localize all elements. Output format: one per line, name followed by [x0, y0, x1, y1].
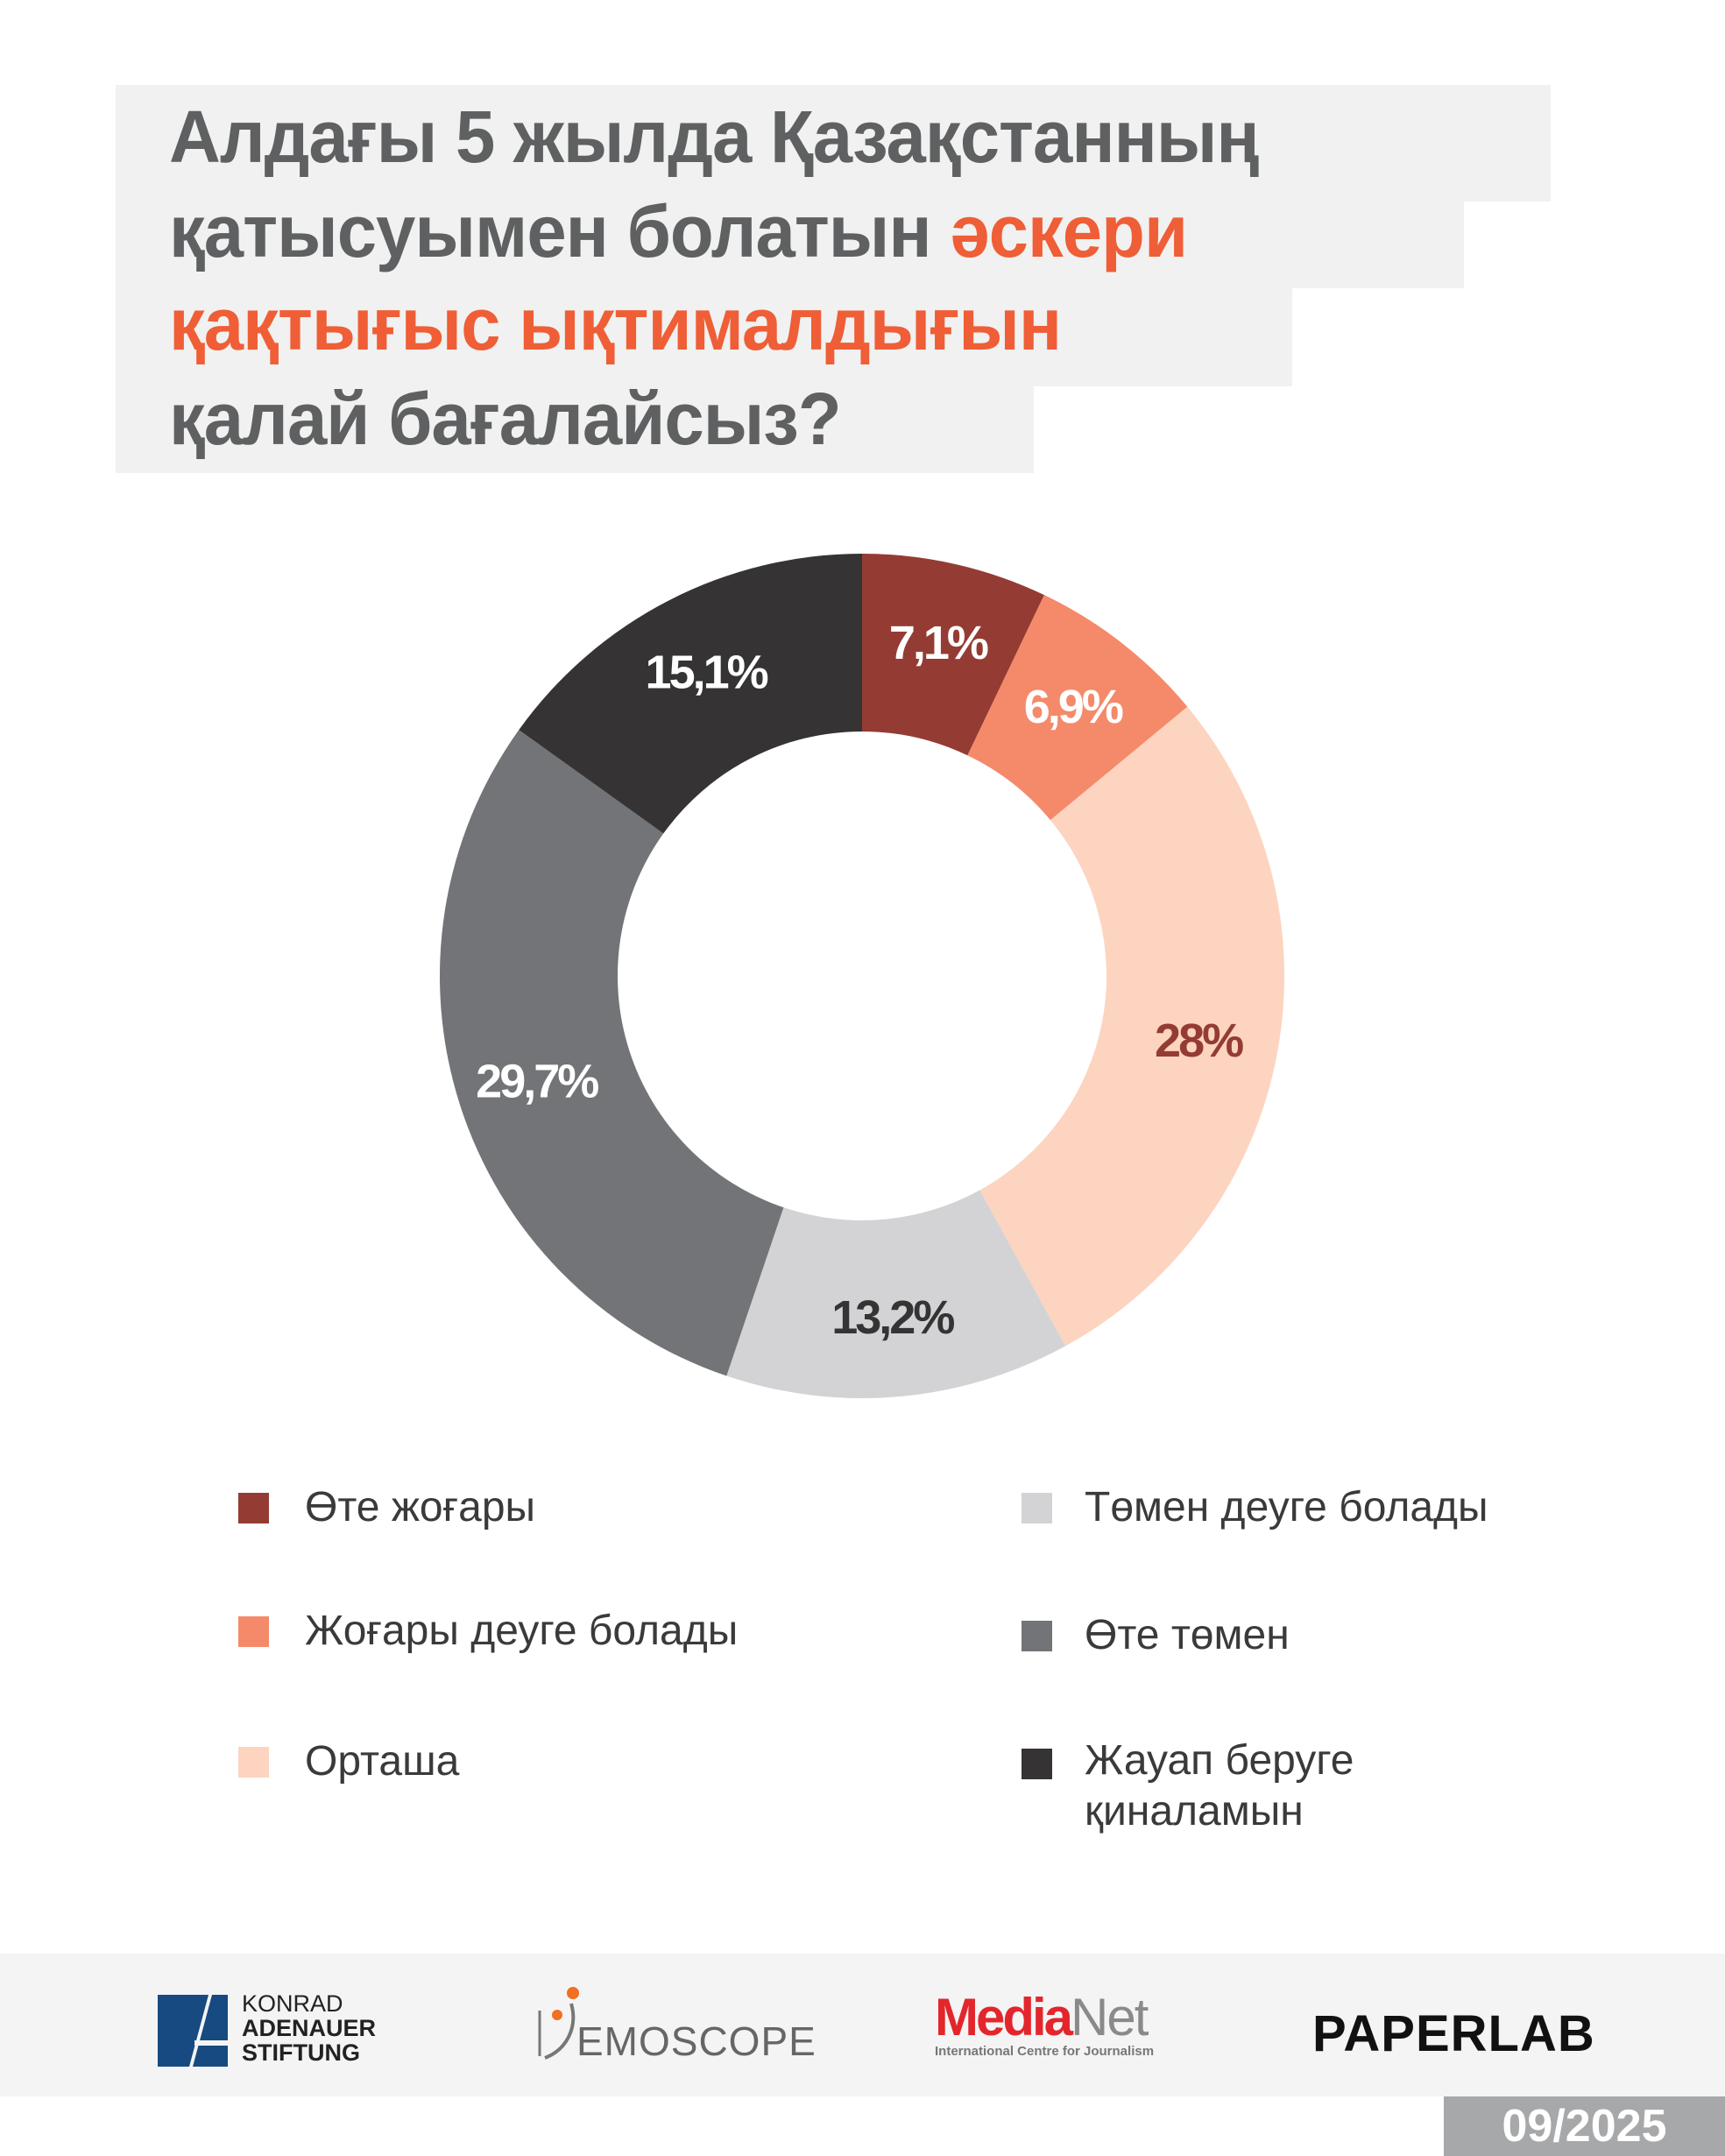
- title-line-4: қалай бағалайсыз?: [169, 378, 842, 460]
- donut-label-1: 6,9%: [1024, 681, 1123, 733]
- title-bg-1: [116, 85, 1551, 201]
- legend-swatch-1: [238, 1616, 269, 1647]
- demoscope-logo: EMOSCOPE: [536, 1984, 817, 2072]
- legend-label-1: Жоғары деуге болады: [305, 1608, 739, 1654]
- footer-logos-band: KONRAD ADENAUER STIFTUNG EMOSCOPE MediaN…: [0, 1954, 1725, 2096]
- medianet-logo: MediaNet International Centre for Journa…: [935, 1987, 1198, 2075]
- legend-label-0: Өте жоғары: [305, 1484, 536, 1530]
- legend-label-2: Орташа: [305, 1738, 460, 1785]
- date-badge: 09/2025: [1444, 2096, 1725, 2156]
- donut-chart: 7,1% 6,9% 28% 13,2% 29,7% 15,1%: [440, 554, 1284, 1398]
- paperlab-logo: PAPERLAB: [1312, 2005, 1595, 2062]
- title-bg-3: [116, 287, 1292, 386]
- legend-swatch-0: [238, 1493, 269, 1523]
- legend-label-5-line2: қиналамын: [1085, 1788, 1304, 1834]
- demoscope-text: EMOSCOPE: [576, 2018, 817, 2064]
- donut-slice-1: [967, 595, 1188, 821]
- title-bg-4: [116, 385, 1034, 473]
- medianet-net-text: Net: [1071, 1988, 1149, 2046]
- legend-label-3: Төмен деуге болады: [1085, 1484, 1488, 1530]
- donut-slice-3: [726, 1190, 1066, 1398]
- title-line-1: Алдағы 5 жылда Қазақстанның: [169, 95, 1260, 178]
- kas-word-1: KONRAD: [242, 1990, 343, 2017]
- donut-slice-5: [519, 554, 862, 834]
- demoscope-figure-icon: [538, 1987, 579, 2060]
- title-line-2-text: қатысуымен болатын: [169, 190, 951, 272]
- medianet-subtitle: International Centre for Journalism: [935, 2044, 1155, 2059]
- donut-label-4: 29,7%: [476, 1056, 598, 1108]
- title-line-2: қатысуымен болатын әскери: [169, 189, 1188, 274]
- legend-label-4: Өте төмен: [1085, 1612, 1290, 1658]
- donut-label-2: 28%: [1155, 1014, 1243, 1067]
- legend-swatch-5: [1022, 1749, 1052, 1779]
- donut-slice-0: [862, 554, 1044, 756]
- kas-word-3: STIFTUNG: [242, 2039, 360, 2066]
- donut-slice-2: [979, 706, 1284, 1347]
- title-accent-1: әскери: [950, 190, 1188, 272]
- donut-label-0: 7,1%: [889, 617, 988, 669]
- legend-label-5-line1: Жауап беруге: [1085, 1737, 1354, 1784]
- title-bg-2: [116, 201, 1464, 288]
- donut-label-5: 15,1%: [646, 647, 768, 699]
- kas-word-2: ADENAUER: [242, 2015, 377, 2041]
- legend-swatch-4: [1022, 1621, 1052, 1651]
- legend-label-5: Жауап беруге қиналамын: [1085, 1735, 1354, 1837]
- legend-swatch-3: [1022, 1493, 1052, 1523]
- legend-swatch-2: [238, 1747, 269, 1778]
- donut-label-3: 13,2%: [831, 1291, 954, 1344]
- title-line-3: қақтығыс ықтималдығын: [169, 283, 1062, 365]
- donut-slice-4: [440, 730, 784, 1376]
- medianet-media-text: Media: [935, 1988, 1073, 2046]
- kas-logo: KONRAD ADENAUER STIFTUNG: [158, 1990, 394, 2068]
- kas-emblem-icon: [158, 1995, 228, 2067]
